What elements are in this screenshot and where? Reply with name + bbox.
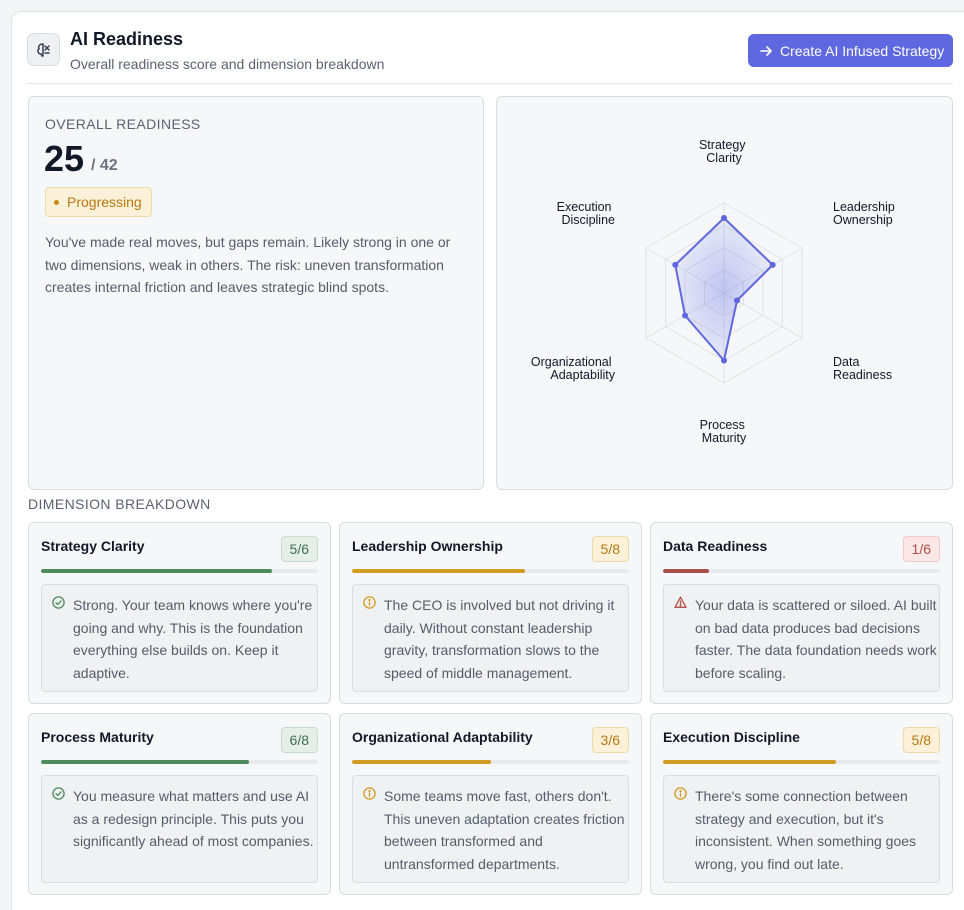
dimension-card: Leadership Ownership 5/8 The CEO is involv…: [339, 522, 642, 704]
dimension-score-badge: 5/6: [280, 536, 318, 562]
note-icon-wrap: [52, 787, 65, 805]
warning-triangle-icon: [674, 596, 687, 608]
dimension-card: Process Maturity 6/8 You measure what matt…: [28, 713, 331, 895]
dimension-description: Some teams move fast, others don't. This…: [384, 788, 625, 872]
dimension-description: You measure what matters and use AI as a…: [73, 788, 314, 850]
header-divider: [27, 83, 953, 84]
status-label: Progressing: [67, 194, 142, 210]
radar-chart: Strategy Clarity Leadership Ownership Da…: [531, 138, 898, 445]
dimension-description: There's some connection between strategy…: [695, 788, 917, 872]
axis-label-data-readiness: Data Readiness: [833, 355, 892, 382]
overall-readiness-card: OVERALL READINESS 25 / 42 Progressing Yo…: [28, 96, 484, 490]
dimension-card: Data Readiness 1/6 Your data is scattered …: [650, 522, 953, 704]
info-circle-icon: [363, 787, 376, 800]
dimension-progress-fill: [41, 569, 272, 573]
axis-label-process-maturity: Process Maturity: [700, 418, 749, 445]
dimension-note: Strong. Your team knows where you're goi…: [41, 584, 318, 692]
check-circle-icon: [52, 596, 65, 609]
dimension-card: Organizational Adaptability 3/6 Some teams…: [339, 713, 642, 895]
dimension-title: Leadership Ownership: [352, 538, 503, 554]
radar-point: [734, 297, 741, 304]
dimension-title: Execution Discipline: [663, 729, 800, 745]
readiness-shape: [674, 217, 774, 362]
dimension-score-badge: 1/6: [902, 536, 940, 562]
arrow-right-icon: [760, 45, 772, 56]
dimension-note: You measure what matters and use AI as a…: [41, 775, 318, 883]
radar-point: [682, 312, 689, 319]
note-icon-wrap: [52, 596, 65, 614]
dimension-description: The CEO is involved but not driving it d…: [384, 597, 615, 681]
dimension-title: Data Readiness: [663, 538, 768, 554]
create-strategy-button[interactable]: Create AI Infused Strategy: [748, 34, 953, 67]
dimension-note: The CEO is involved but not driving it d…: [352, 584, 629, 692]
radar-card: Strategy Clarity Leadership Ownership Da…: [496, 96, 953, 490]
dimension-progress-fill: [352, 569, 526, 573]
dimension-progress-track: [352, 760, 629, 764]
dimension-progress-track: [41, 760, 318, 764]
dimension-note: Some teams move fast, others don't. This…: [352, 775, 629, 883]
axis-label-leadership-ownership: Leadership Ownership: [833, 200, 898, 227]
note-icon-wrap: [363, 596, 376, 614]
dimension-progress-fill: [41, 760, 249, 764]
info-circle-icon: [363, 596, 376, 609]
overall-max: / 42: [91, 157, 118, 174]
dimension-breakdown-title: DIMENSION BREAKDOWN: [28, 496, 211, 512]
dimension-progress-track: [352, 569, 629, 573]
page-title: AI Readiness: [70, 29, 184, 49]
dimension-score-badge: 3/6: [591, 727, 629, 753]
note-icon-wrap: [674, 596, 687, 614]
note-icon-wrap: [674, 787, 687, 805]
overall-description: You've made real moves, but gaps remain.…: [45, 234, 451, 295]
dimension-title: Strategy Clarity: [41, 538, 145, 554]
dimension-progress-fill: [663, 569, 710, 573]
dimension-title: Process Maturity: [41, 729, 154, 745]
dimension-card: Strategy Clarity 5/6 Strong. Your team kno…: [28, 522, 331, 704]
overall-label: OVERALL READINESS: [45, 116, 201, 132]
dimension-progress-track: [663, 760, 940, 764]
dimension-note: There's some connection between strategy…: [663, 775, 940, 883]
info-circle-icon: [674, 787, 687, 800]
dimension-score-badge: 5/8: [591, 536, 629, 562]
dimension-card: Execution Discipline 5/8 There's some conn…: [650, 713, 953, 895]
note-icon-wrap: [363, 787, 376, 805]
radar-point: [721, 215, 727, 222]
dimension-score-badge: 6/8: [280, 727, 318, 753]
dimension-description: Strong. Your team knows where you're goi…: [73, 597, 313, 681]
overall-score: 25: [44, 138, 85, 179]
brain-icon: [27, 33, 60, 66]
dimension-description: Your data is scattered or siloed. AI bui…: [695, 597, 937, 681]
status-badge: Progressing: [45, 187, 152, 217]
axis-label-strategy-clarity: Strategy Clarity: [699, 138, 749, 165]
dimension-title: Organizational Adaptability: [352, 729, 533, 745]
radar-point: [672, 261, 679, 268]
axis-label-execution-discipline: Execution Discipline: [557, 200, 615, 227]
axis-label-organizational-adaptability: Organizational Adaptability: [531, 355, 616, 382]
check-circle-icon: [52, 787, 65, 800]
dimension-score-badge: 5/8: [902, 727, 940, 753]
status-dot: [54, 199, 59, 205]
dimension-note: Your data is scattered or siloed. AI bui…: [663, 584, 940, 692]
radar-point: [769, 261, 776, 268]
create-strategy-label: Create AI Infused Strategy: [780, 42, 945, 59]
dimension-progress-track: [41, 569, 318, 573]
page-subtitle: Overall readiness score and dimension br…: [70, 56, 385, 72]
dimension-progress-track: [663, 569, 940, 573]
dimension-progress-fill: [352, 760, 491, 764]
dimension-progress-fill: [663, 760, 837, 764]
radar-point: [721, 357, 727, 364]
